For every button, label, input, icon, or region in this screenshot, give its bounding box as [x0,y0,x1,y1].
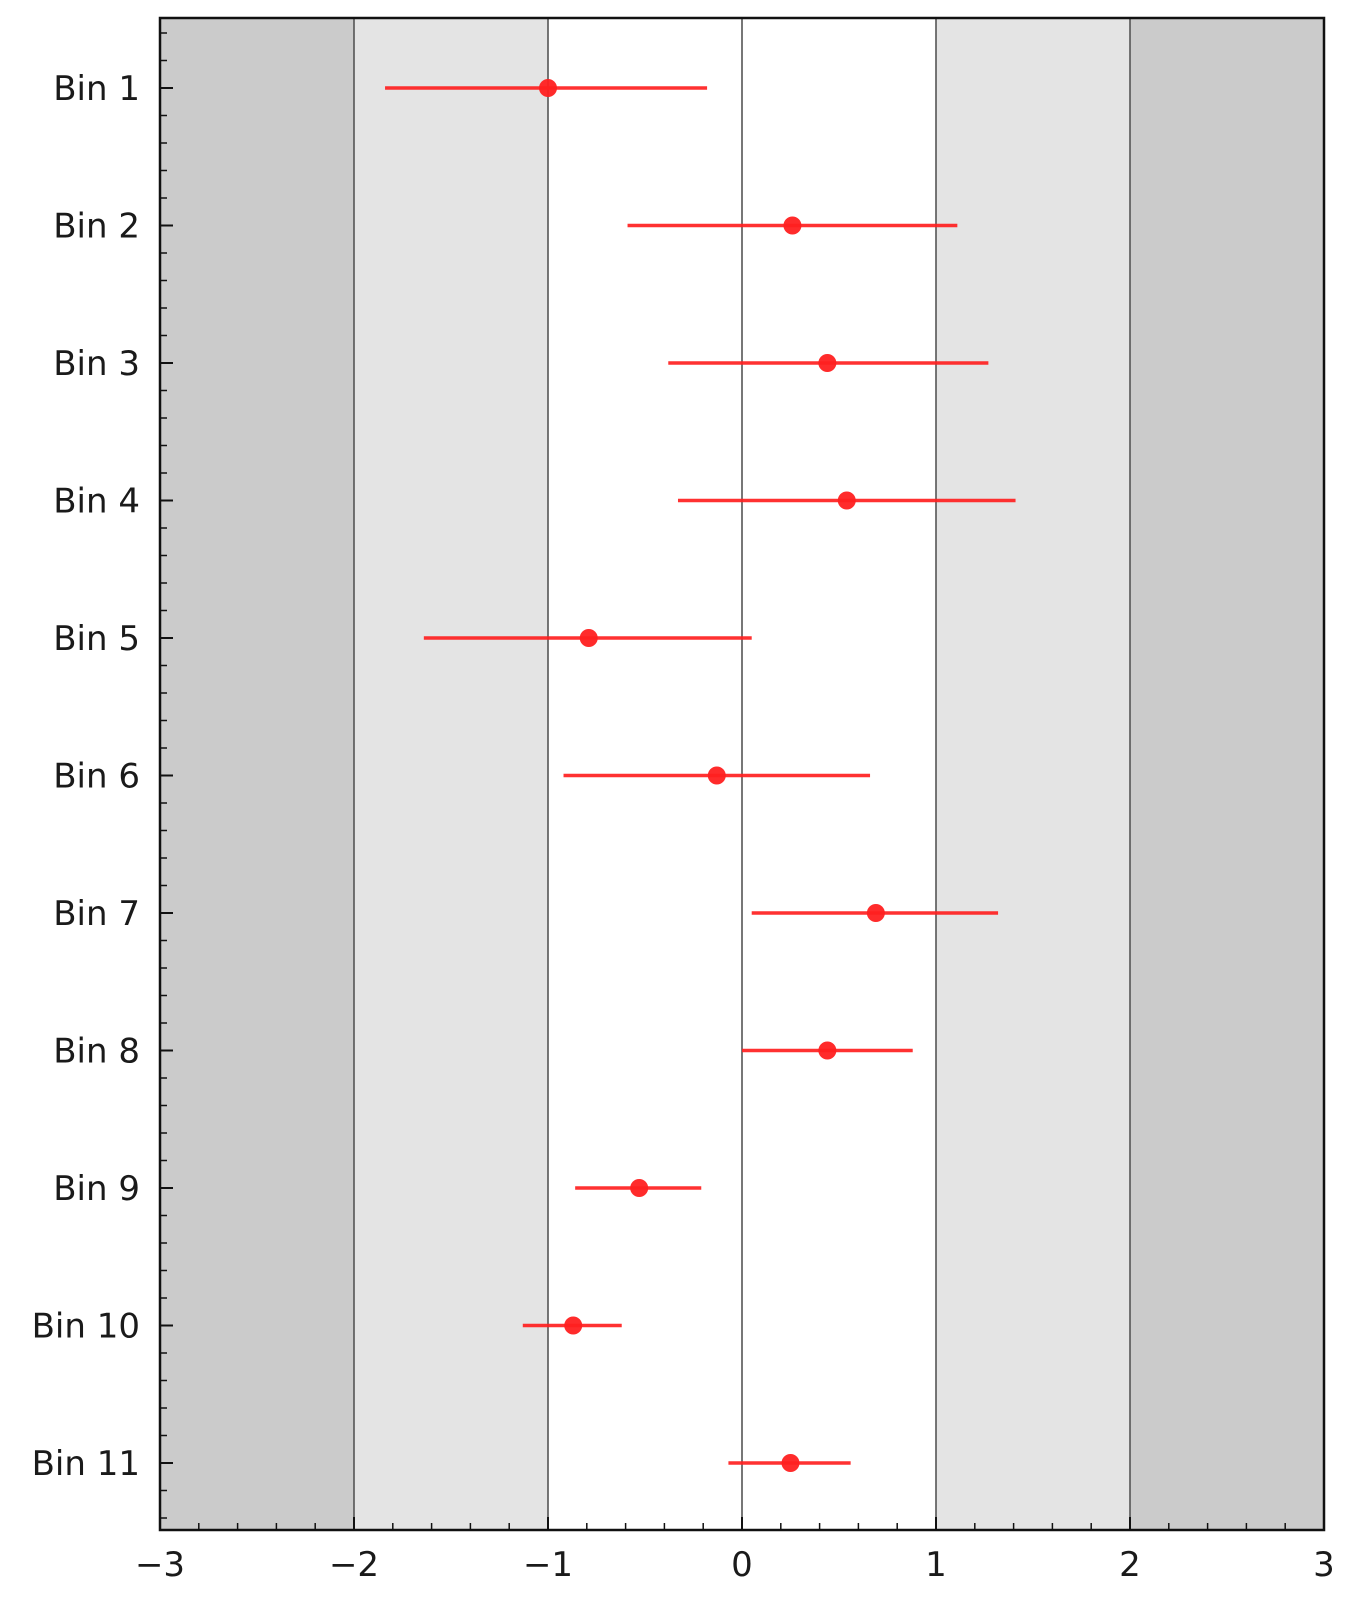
y-tick-label: Bin 3 [53,344,140,384]
x-tick-label: 1 [925,1545,947,1585]
y-tick-label: Bin 4 [53,482,140,522]
grid-lines [353,18,1131,1530]
data-point-5 [579,629,598,647]
y-tick-label: Bin 9 [53,1169,140,1209]
data-point-8 [818,1041,837,1060]
shaded-band-2 [354,18,548,1530]
shaded-band-1 [160,18,354,1530]
shaded-band-3 [936,18,1130,1530]
y-tick-label: Bin 8 [53,1032,140,1072]
x-tick-label: −3 [135,1545,185,1585]
data-point-11 [781,1454,800,1472]
data-point-4 [837,491,856,510]
shaded-band-4 [1130,18,1324,1530]
data-points [539,79,885,1472]
y-tick-label: Bin 11 [32,1444,140,1484]
y-tick-label: Bin 2 [53,207,140,247]
y-tick-label: Bin 6 [53,757,140,797]
y-tick-label: Bin 1 [53,69,140,109]
x-tick-label: 0 [731,1545,753,1585]
data-point-10 [564,1316,583,1335]
data-point-7 [866,904,885,922]
data-point-2 [783,216,802,235]
data-point-1 [539,79,557,97]
shaded-bands [160,18,1324,1530]
y-tick-label: Bin 5 [53,619,140,659]
x-tick-label: −2 [329,1545,379,1585]
y-axis-ticks: Bin 1 Bin 2 Bin 3 Bin 4 Bin 5 Bin 6 Bin 7 Bin 8… [32,32,173,1519]
data-point-3 [818,354,837,372]
data-point-6 [707,766,726,785]
x-tick-label: 3 [1313,1545,1335,1585]
x-axis-ticks: −3 −2 −1 0 1 2 3 [135,1517,1335,1585]
y-tick-label: Bin 7 [53,894,140,934]
data-point-9 [630,1179,649,1197]
y-tick-label: Bin 10 [32,1307,140,1347]
x-tick-label: 2 [1119,1545,1141,1585]
x-tick-label: −1 [523,1545,573,1585]
